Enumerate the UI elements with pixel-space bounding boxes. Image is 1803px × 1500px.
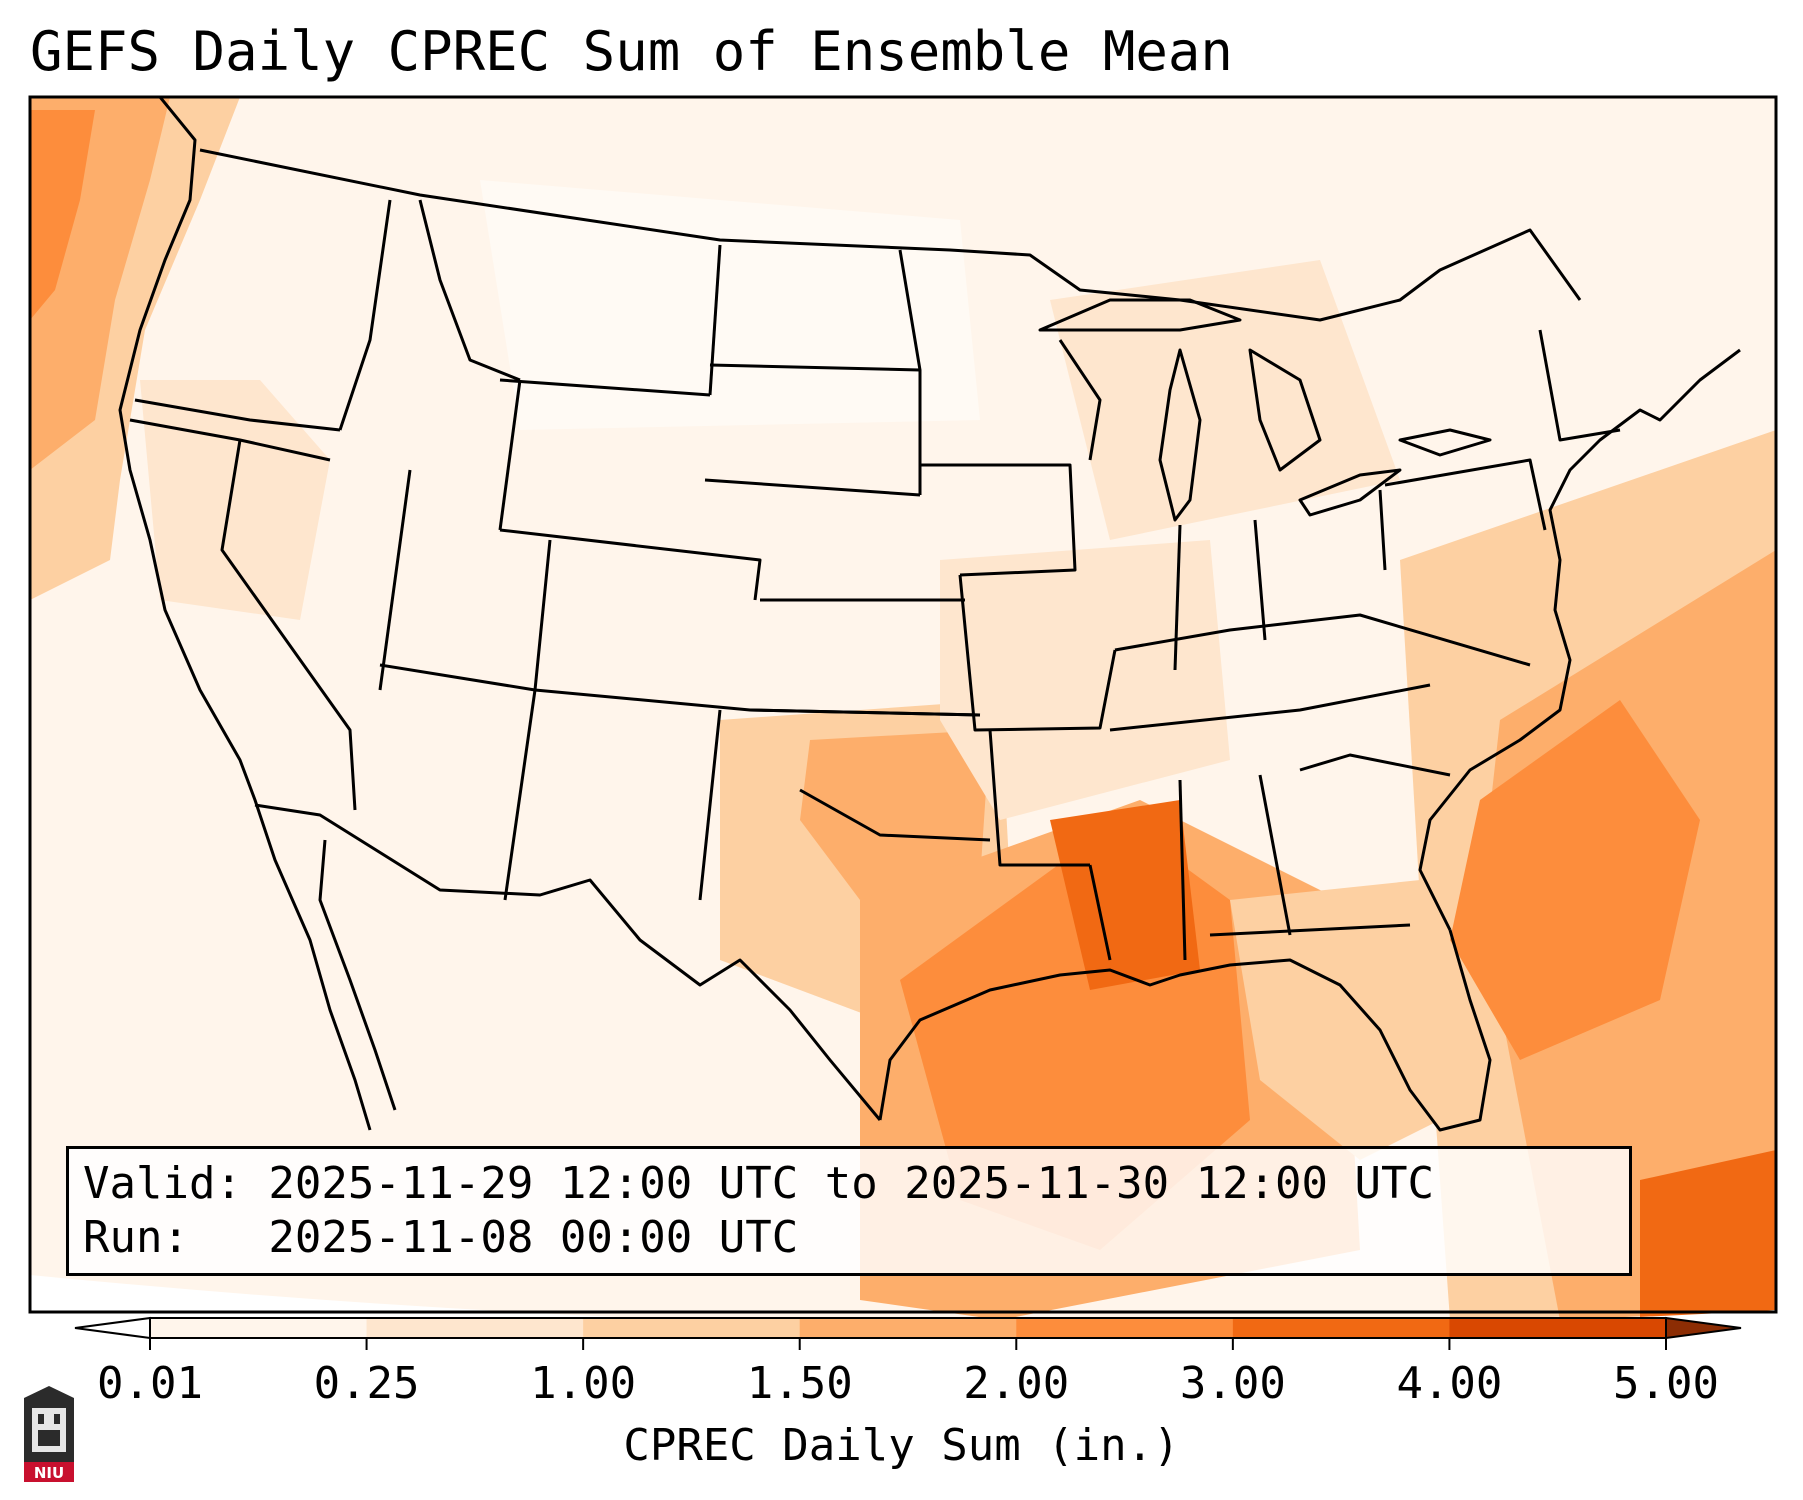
state-line-ms-al [1178,779,1187,961]
colorbar-tick-label: 0.01 [97,1358,203,1409]
baja-peninsula [318,839,397,1111]
precip-region-northern-plains-white [480,180,980,430]
niu-logo-icon: NIU [24,1386,74,1482]
colorbar-segment [1449,1318,1667,1338]
state-line-ga-fl [1209,923,1411,937]
state-line-tn [1109,683,1431,732]
colorbar-tick-label: 4.00 [1396,1358,1503,1409]
colorbar-tick-label: 5.00 [1613,1358,1719,1409]
colorbar-segment [1016,1318,1234,1338]
gulf-coastline [878,929,1492,1132]
precip-region-mississippi-darker [1050,800,1200,990]
colorbar-segment [150,1318,368,1338]
colorbar-tick-label: 3.00 [1179,1358,1286,1409]
state-line-ca-nv [220,439,357,811]
colorbar [74,1316,1742,1350]
precip-region-atlantic-dark [1450,700,1700,1060]
colorbar-frame [149,1317,1667,1339]
state-line-nm-tx [698,709,722,901]
colorbar-segment [366,1318,584,1338]
precip-region-oklahoma-mid [800,730,990,900]
state-line-az-nm [503,689,537,901]
state-line-la-ms [1088,864,1112,961]
state-line-ut-az [379,663,536,692]
state-line-ia [920,463,1077,577]
state-line-ok-tx [799,788,991,842]
precip-region-pacific-dark [30,110,95,320]
lake-huron [1248,348,1322,472]
canada-us-border [199,148,1582,322]
state-line-nc-sc [1299,753,1451,777]
state-line-id-mt [418,199,521,382]
colorbar-tick-label: 0.25 [313,1358,420,1409]
state-line-wi-mi [1058,339,1102,461]
state-line-mt-nd [708,244,722,396]
state-line-dakotas-mn [898,249,922,495]
colorbar-tick-label: 1.50 [746,1358,853,1409]
lake-michigan [1158,348,1202,522]
lake-erie [1298,468,1402,517]
valid-time-line: Valid: 2025-11-29 12:00 UTC to 2025-11-3… [83,1158,1435,1209]
colorbar-segment [799,1318,1017,1338]
state-line-pa-ny [1384,458,1547,531]
colorbar-tick-label: 2.00 [963,1358,1070,1409]
basemap-borders [118,97,1741,1132]
state-line-ut-co [533,539,552,691]
state-line-mt-wy [499,378,711,397]
atlantic-coastline [1418,348,1741,931]
precip-region-west-light [140,380,330,620]
colorbar-under-arrow [74,1316,151,1340]
state-line-ar [988,729,1090,867]
colorbar-segment [1232,1318,1450,1338]
state-line-wy-west [498,379,522,531]
map-title: GEFS Daily CPREC Sum of Ensemble Mean [30,20,1233,83]
lake-ontario [1398,428,1492,457]
state-line-oh-pa [1378,489,1387,571]
state-line-wa-or [134,398,341,432]
colorbar-segment [583,1318,801,1338]
state-line-in-oh [1253,519,1267,641]
state-line-wy-co-ne [499,528,762,601]
precip-region-midsouth-light [940,540,1230,820]
state-line-id-west [338,199,392,431]
state-line-ks-ok [749,708,981,717]
state-line-ky-va-nc [1114,613,1531,667]
state-line-nd-sd [709,363,921,372]
valid-run-box: Valid: 2025-11-29 12:00 UTC to 2025-11-3… [66,1146,1632,1276]
map-frame [28,95,1778,1314]
logo-text: NIU [34,1464,64,1482]
colorbar-tick-label: 1.00 [530,1358,637,1409]
state-line-nv-ut [378,469,412,691]
precip-region-florida-light [1230,880,1480,1160]
state-line-new-england [1538,329,1621,442]
state-line-al-ga [1258,774,1292,936]
colorbar-over-arrow [1665,1316,1742,1340]
colorbar-label: CPREC Daily Sum (in.) [623,1420,1180,1471]
pacific-coastline [118,97,372,1131]
state-line-mo [958,574,1117,732]
run-time-line: Run: 2025-11-08 00:00 UTC [83,1212,799,1263]
mexico-us-border [254,803,882,1121]
precip-region-caribbean-dark [1640,1150,1776,1320]
state-line-il-in [1173,524,1182,671]
lake-superior [1038,298,1242,332]
state-line-sd-ne [704,478,921,497]
